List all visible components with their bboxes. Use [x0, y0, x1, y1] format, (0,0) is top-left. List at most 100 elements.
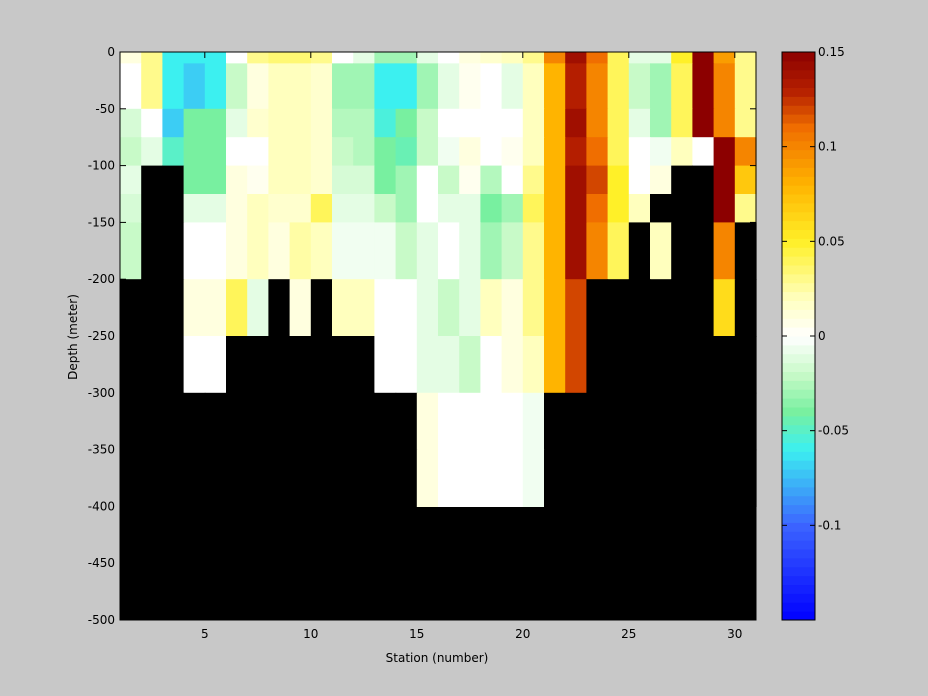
- heatmap-cell: [628, 52, 651, 64]
- heatmap-cell: [565, 449, 587, 507]
- heatmap-cell: [501, 279, 524, 337]
- heatmap-cell: [438, 52, 460, 64]
- heatmap-cell: [332, 108, 354, 138]
- heatmap-cell: [374, 392, 397, 451]
- heatmap-cell: [544, 279, 566, 337]
- heatmap-cell: [522, 392, 545, 451]
- heatmap-cell: [162, 279, 185, 337]
- heatmap-cell: [501, 222, 524, 280]
- heatmap-cell: [395, 165, 418, 195]
- heatmap-cell: [310, 108, 333, 138]
- colorbar-swatch: [782, 273, 815, 284]
- colorbar-swatch: [782, 176, 815, 186]
- heatmap-cell: [501, 137, 524, 167]
- heatmap-cell: [522, 165, 545, 195]
- colorbar-swatch: [782, 415, 815, 426]
- heatmap-cell: [628, 336, 651, 394]
- heatmap-cell: [353, 392, 375, 451]
- heatmap-cell: [692, 279, 715, 337]
- colorbar-swatch: [782, 336, 815, 346]
- colorbar-swatch: [782, 282, 815, 293]
- heatmap-cell: [162, 392, 185, 451]
- colorbar-swatch: [782, 60, 815, 71]
- heatmap-cell: [692, 165, 715, 195]
- heatmap-cell: [628, 194, 651, 223]
- heatmap-cell: [395, 279, 418, 337]
- colorbar-swatch: [782, 353, 815, 364]
- heatmap-cell: [247, 222, 269, 280]
- heatmap-cell: [289, 392, 312, 451]
- colorbar-swatch: [782, 96, 815, 106]
- heatmap-cell: [586, 63, 609, 110]
- heatmap-cell: [183, 137, 206, 167]
- heatmap-cell: [416, 165, 439, 195]
- heatmap-cell: [607, 165, 630, 195]
- heatmap-cell: [416, 392, 439, 451]
- heatmap-cell: [586, 449, 609, 507]
- x-axis: 5 10 15 20 25 30: [201, 52, 742, 641]
- heatmap-cell: [204, 449, 227, 507]
- colorbar-swatch: [782, 114, 815, 124]
- heatmap-cell: [650, 108, 672, 138]
- heatmap-cell: [692, 137, 715, 167]
- colorbar-tick-label: -0.05: [818, 424, 849, 438]
- colorbar-swatch: [782, 549, 815, 559]
- heatmap-cell: [310, 137, 333, 167]
- heatmap-cell: [183, 279, 206, 337]
- heatmap-cell: [120, 63, 142, 110]
- heatmap-cell: [204, 336, 227, 394]
- heatmap-cell: [204, 392, 227, 451]
- heatmap-cell: [310, 165, 333, 195]
- heatmap-cell: [353, 108, 375, 138]
- heatmap-cell: [395, 63, 418, 110]
- colorbar-swatch: [782, 362, 815, 373]
- heatmap-cell: [120, 222, 142, 280]
- heatmap-cell: [650, 449, 672, 507]
- heatmap-cell: [607, 222, 630, 280]
- heatmap-cell: [544, 194, 566, 223]
- heatmap-cell: [544, 392, 566, 451]
- heatmap-cell: [522, 63, 545, 110]
- heatmap-cell: [628, 108, 651, 138]
- colorbar-swatch: [782, 460, 815, 470]
- colorbar-swatch: [782, 344, 815, 355]
- colorbar-swatch: [782, 52, 815, 62]
- colorbar-swatch: [782, 327, 815, 337]
- heatmap-cell: [480, 63, 503, 110]
- colorbar-swatch: [782, 433, 815, 444]
- heatmap-cell: [416, 222, 439, 280]
- heatmap-cell: [671, 279, 693, 337]
- heatmap-cell: [650, 194, 672, 223]
- colorbar-swatch: [782, 247, 815, 257]
- heatmap-cell: [416, 194, 439, 223]
- heatmap-cell: [289, 63, 312, 110]
- heatmap-cell: [183, 165, 206, 195]
- heatmap-cell: [650, 165, 672, 195]
- heatmap-cell: [586, 194, 609, 223]
- colorbar-swatch: [782, 140, 815, 151]
- heatmap-cell: [713, 279, 736, 337]
- colorbar-swatch: [782, 229, 815, 239]
- heatmap-cell: [459, 336, 481, 394]
- heatmap-cell: [268, 449, 291, 507]
- colorbar-swatch: [782, 566, 815, 577]
- heatmap-cell: [332, 165, 354, 195]
- colorbar-swatch: [782, 442, 815, 452]
- heatmap-cell: [310, 222, 333, 280]
- heatmap-cell: [162, 137, 185, 167]
- heatmap-cell: [650, 222, 672, 280]
- heatmap-cell: [628, 449, 651, 507]
- y-tick-label: -150: [88, 215, 115, 229]
- heatmap-cell: [480, 137, 503, 167]
- heatmap-cell: [247, 279, 269, 337]
- heatmap-cell: [226, 137, 248, 167]
- heatmap-cell: [522, 222, 545, 280]
- heatmap-cell: [374, 52, 397, 64]
- heatmap-cell: [501, 52, 524, 64]
- heatmap-cell: [565, 108, 587, 138]
- heatmap-cell: [120, 392, 142, 451]
- heatmap-cell: [713, 194, 736, 223]
- heatmap-cell: [268, 165, 291, 195]
- heatmap-cell: [289, 137, 312, 167]
